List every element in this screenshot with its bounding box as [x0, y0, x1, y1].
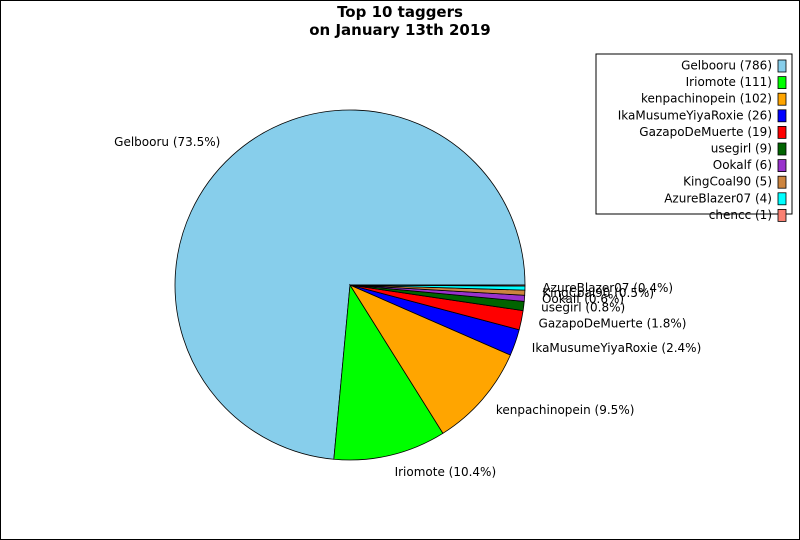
legend-swatch-ookalf	[777, 159, 787, 173]
legend-label-usegirl: usegirl (9)	[711, 142, 772, 156]
pie-label-kingcoal90: KingCoal90 (0.5%)	[542, 286, 654, 300]
pie-label-usegirl: usegirl (0.8%)	[541, 301, 625, 315]
legend-label-gazapodemuerte: GazapoDeMuerte (19)	[639, 125, 772, 139]
pie-slice-chencc	[349, 284, 526, 287]
pie-slice-kenpachinopein	[348, 284, 511, 434]
legend-label-azureblazer07: AzureBlazer07 (4)	[664, 191, 772, 205]
pie-label-azureblazer07: AzureBlazer07 (0.4%)	[542, 281, 673, 295]
legend-swatch-chencc	[777, 208, 787, 222]
legend-label-chencc: chencc (1)	[709, 208, 772, 222]
pie-label-kenpachinopein: kenpachinopein (9.5%)	[496, 403, 635, 417]
legend-label-ookalf: Ookalf (6)	[713, 158, 772, 172]
pie-labels: Gelbooru (73.5%) Iriomote (10.4%) kenpachi…	[114, 135, 701, 479]
pie-label-ookalf: Ookalf (0.6%)	[542, 292, 624, 306]
legend-swatch-gazapodemuerte	[777, 126, 787, 139]
legend-box	[595, 53, 793, 215]
legend-swatch-ikamusumeyiyaroxie	[777, 109, 787, 123]
legend-swatch-gelbooru	[777, 59, 787, 73]
legend: Gelbooru (786) Iriomote (111) kenpachinope…	[595, 53, 793, 222]
legend-swatch-azureblazer07	[777, 192, 787, 206]
chart-title-line-1: Top 10 taggers	[337, 3, 463, 21]
legend-swatch-kenpachinopein	[777, 92, 787, 106]
legend-label-iriomote: Iriomote (111)	[686, 75, 772, 89]
legend-swatch-iriomote	[777, 76, 787, 89]
chart-title: Top 10 taggers on January 13th 2019	[0, 3, 800, 39]
legend-label-ikamusumeyiyaroxie: IkaMusumeYiyaRoxie (26)	[618, 108, 772, 122]
pie-slice-iriomote	[333, 283, 444, 461]
legend-swatch-usegirl	[777, 142, 787, 156]
legend-label-gelbooru: Gelbooru (786)	[681, 59, 772, 73]
pie-slices	[174, 109, 526, 461]
legend-label-kingcoal90: KingCoal90 (5)	[683, 175, 772, 189]
legend-swatch-kingcoal90	[777, 175, 787, 189]
chart-title-line-2: on January 13th 2019	[309, 21, 491, 39]
pie-label-gazapodemuerte: GazapoDeMuerte (1.8%)	[539, 316, 687, 330]
legend-label-kenpachinopein: kenpachinopein (102)	[641, 92, 772, 106]
pie-label-gelbooru: Gelbooru (73.5%)	[114, 135, 220, 149]
pie-label-ikamusumeyiyaroxie: IkaMusumeYiyaRoxie (2.4%)	[532, 341, 701, 355]
pie-label-iriomote: Iriomote (10.4%)	[395, 465, 497, 479]
